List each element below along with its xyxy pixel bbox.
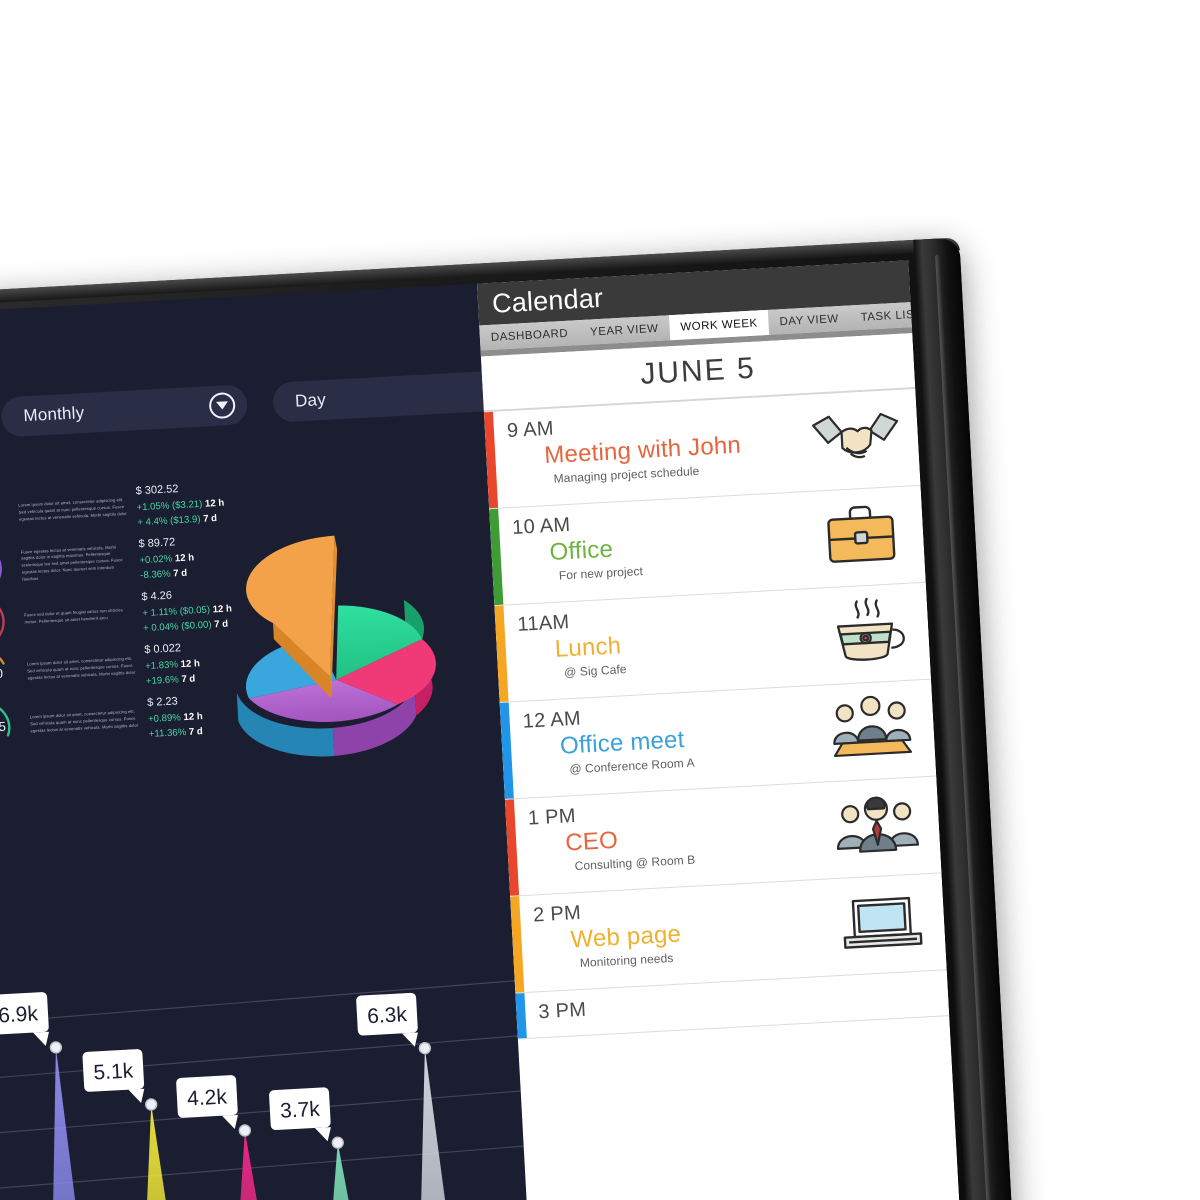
- metric-change-7d: +11.36%: [148, 726, 187, 740]
- filter-row: Monthly Day: [0, 369, 524, 438]
- event-time: 1 PM: [527, 805, 577, 830]
- chevron-down-icon[interactable]: [208, 391, 236, 420]
- period-select[interactable]: Monthly: [0, 384, 249, 438]
- event-time: 10 AM: [511, 513, 571, 540]
- calendar-app: Calendar DASHBOARD YEAR VIEW WORK WEEK DAY …: [476, 260, 962, 1200]
- metric-price: $ 302.52: [135, 482, 179, 497]
- metric-price: $ 2.23: [146, 695, 179, 709]
- event-list: 9 AM Meeting with John Managing project sc…: [483, 389, 950, 1040]
- metric-change-7d: + 4.4% ($13.9): [137, 513, 201, 528]
- meeting-people-icon: [822, 689, 922, 766]
- metric-row[interactable]: +54,21 Fusce sed dolor et quam feugiat va…: [0, 576, 335, 652]
- svg-text:6.3k: 6.3k: [367, 1003, 408, 1028]
- svg-text:5.1k: 5.1k: [93, 1059, 134, 1084]
- data-label: 3.7k: [269, 1087, 331, 1142]
- period-select-value: Monthly: [22, 403, 85, 426]
- event-time: 9 AM: [506, 417, 555, 443]
- monitor-screen: Monthly Day % olor sit %: [0, 260, 962, 1200]
- pie-chart: [210, 514, 454, 796]
- metric-description: Fusce sed dolor et quam feugiat varius n…: [24, 606, 123, 625]
- event-accent-bar: [515, 993, 527, 1039]
- calendar-event-row[interactable]: 1 PM CEO Consulting @ Room B: [504, 776, 942, 897]
- metric-list: +71,11Lorem ipsum dolor sit amet, consec…: [0, 470, 341, 757]
- metric-price: $ 89.72: [138, 535, 176, 550]
- metric-value: +27,15: [0, 718, 7, 736]
- metric-stats: $ 0.022 +1.83% 12 h +19.6% 7 d: [144, 639, 201, 690]
- calendar-event-row[interactable]: 11AM Lunch @ Sig Cafe: [494, 582, 932, 703]
- monitor-device: Monthly Day % olor sit %: [0, 237, 1014, 1200]
- tab-label: DASHBOARD: [490, 327, 569, 344]
- event-time: 2 PM: [532, 901, 582, 927]
- analytics-dashboard: Monthly Day % olor sit %: [0, 283, 530, 1200]
- metric-progress-ring: +65,43: [0, 536, 9, 601]
- tab-label: DAY VIEW: [779, 312, 839, 328]
- metric-change-12h: +0.02%: [139, 553, 173, 566]
- metric-row[interactable]: +65,43 Fusce egestas lectus at venenatis …: [0, 523, 333, 599]
- svg-text:6.9k: 6.9k: [0, 1002, 39, 1027]
- metric-progress-ring: +27,15: [0, 695, 18, 760]
- metric-change-7d: +19.6%: [145, 673, 180, 687]
- tab-year-view[interactable]: YEAR VIEW: [578, 315, 670, 345]
- metric-progress-ring: +54,21: [0, 589, 12, 654]
- tab-label: YEAR VIEW: [589, 322, 659, 339]
- event-time: 3 PM: [537, 998, 587, 1024]
- metric-description: Fusce egestas lectus at venenatis vehicu…: [20, 544, 123, 582]
- coffee-cup-icon: [816, 592, 916, 669]
- calendar-event-row[interactable]: 9 AM Meeting with John Managing project sc…: [483, 389, 921, 510]
- metric-change-12h: + 1.11% ($0.05): [142, 604, 211, 619]
- metric-stats: $ 302.52 +1.05% ($3.21) 12 h + 4.4% ($13.9…: [135, 478, 225, 530]
- metric-stats: $ 89.72 +0.02% 12 h -8.36% 7 d: [138, 533, 195, 584]
- page-title: Calendar: [491, 282, 604, 319]
- calendar-event-row[interactable]: 2 PM Web page Monitoring needs: [510, 873, 947, 994]
- business-people-icon: [827, 786, 927, 863]
- briefcase-icon: [811, 496, 911, 573]
- metric-change-12h: +1.05% ($3.21): [136, 498, 203, 513]
- metric-change-12h: +0.89%: [147, 711, 182, 725]
- data-label: 4.2k: [176, 1075, 238, 1130]
- data-label: 5.1k: [82, 1049, 145, 1104]
- event-time: 12 AM: [522, 707, 582, 733]
- data-label: 6.9k: [0, 992, 50, 1046]
- metric-description: Lorem ipsum dolor sit amet, consectetur …: [26, 656, 136, 681]
- metric-change-12h: +1.83%: [144, 658, 179, 672]
- granularity-select-value: Day: [294, 389, 327, 411]
- calendar-event-row[interactable]: 12 AM Office meet @ Conference Room A: [499, 679, 937, 800]
- spike-bar-chart: 5.6k3.8k6.9k5.1k4.2k3.7k6.3k: [0, 964, 530, 1200]
- pie-chart-svg: [236, 535, 436, 757]
- metric-row[interactable]: +27,15 Lorem ipsum dolor sit amet, consec…: [0, 682, 341, 758]
- laptop-icon: [832, 883, 932, 960]
- metric-change-7d: + 0.04% ($0.00): [142, 618, 212, 634]
- tab-label: WORK WEEK: [680, 316, 758, 334]
- data-label: 6.3k: [356, 992, 419, 1047]
- svg-text:4.2k: 4.2k: [187, 1085, 228, 1110]
- handshake-icon: [806, 399, 906, 476]
- metric-description: Lorem ipsum dolor sit amet, consectetur …: [29, 709, 139, 734]
- tab-work-week[interactable]: WORK WEEK: [668, 309, 770, 341]
- spike-bar-chart-svg: 5.6k3.8k6.9k5.1k4.2k3.7k6.3k: [0, 979, 530, 1200]
- metric-stats: $ 2.23 +0.89% 12 h +11.36% 7 d: [147, 692, 204, 743]
- metric-description: Lorem ipsum dolor sit amet, consectetur …: [18, 497, 127, 522]
- svg-text:3.7k: 3.7k: [279, 1098, 320, 1123]
- calendar-event-row[interactable]: 10 AM Office For new project: [489, 485, 926, 607]
- metric-change-7d: -8.36%: [139, 568, 171, 581]
- tab-day-view[interactable]: DAY VIEW: [768, 306, 850, 335]
- metric-price: $ 0.022: [143, 641, 182, 656]
- event-time: 11AM: [516, 611, 570, 636]
